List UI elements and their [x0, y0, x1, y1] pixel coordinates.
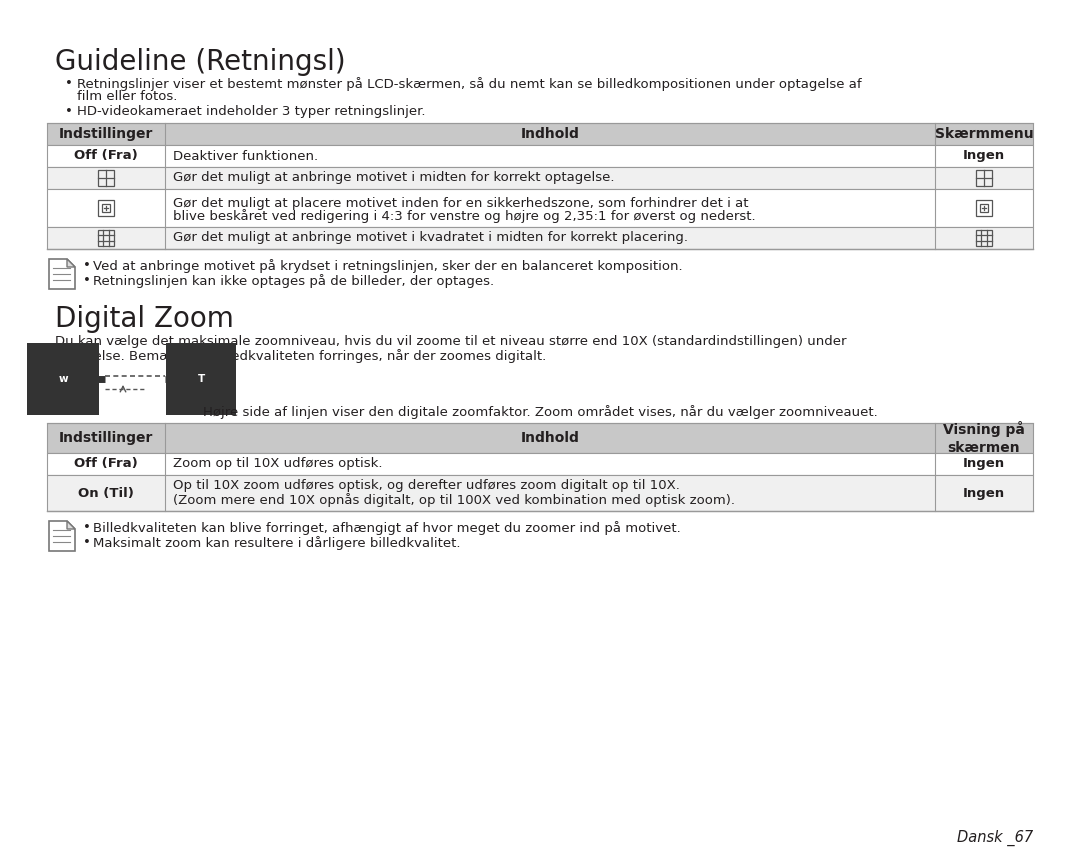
- Text: Op til 10X zoom udføres optisk, og derefter udføres zoom digitalt op til 10X.: Op til 10X zoom udføres optisk, og deref…: [173, 479, 680, 492]
- Text: Du kan vælge det maksimale zoomniveau, hvis du vil zoome til et niveau større en: Du kan vælge det maksimale zoomniveau, h…: [55, 335, 847, 348]
- Text: Gør det muligt at anbringe motivet i kvadratet i midten for korrekt placering.: Gør det muligt at anbringe motivet i kva…: [173, 232, 688, 245]
- Bar: [48, 423, 1032, 453]
- Text: Dansk _67: Dansk _67: [957, 830, 1032, 846]
- Bar: [48, 227, 1032, 249]
- Text: T: T: [198, 374, 204, 384]
- Bar: [976, 200, 993, 216]
- Text: Zoom op til 10X udføres optisk.: Zoom op til 10X udføres optisk.: [173, 457, 382, 470]
- Text: Gør det muligt at placere motivet inden for en sikkerhedszone, som forhindrer de: Gør det muligt at placere motivet inden …: [173, 196, 748, 209]
- Bar: [48, 475, 1032, 511]
- Text: Deaktiver funktionen.: Deaktiver funktionen.: [173, 149, 319, 162]
- Text: Indhold: Indhold: [521, 127, 580, 141]
- Text: Skærmmenu: Skærmmenu: [934, 127, 1034, 141]
- Text: Ingen: Ingen: [963, 457, 1005, 470]
- Text: film eller fotos.: film eller fotos.: [77, 90, 177, 103]
- Text: blive beskåret ved redigering i 4:3 for venstre og højre og 2,35:1 for øverst og: blive beskåret ved redigering i 4:3 for …: [173, 209, 756, 223]
- Text: w: w: [58, 374, 68, 384]
- Bar: [98, 170, 114, 186]
- Text: Indstillinger: Indstillinger: [58, 431, 153, 445]
- Text: Digital Zoom: Digital Zoom: [55, 305, 234, 333]
- Text: HD-videokameraet indeholder 3 typer retningslinjer.: HD-videokameraet indeholder 3 typer retn…: [77, 105, 426, 118]
- Text: optagelse. Bemærk, at billedkvaliteten forringes, når der zoomes digitalt.: optagelse. Bemærk, at billedkvaliteten f…: [55, 349, 546, 363]
- Text: Højre side af linjen viser den digitale zoomfaktor. Zoom området vises, når du v: Højre side af linjen viser den digitale …: [203, 405, 877, 419]
- Bar: [980, 204, 988, 212]
- Text: Ingen: Ingen: [963, 149, 1005, 162]
- Polygon shape: [67, 259, 75, 267]
- Bar: [48, 145, 1032, 167]
- Bar: [48, 189, 1032, 227]
- Text: •: •: [65, 77, 72, 90]
- Text: Maksimalt zoom kan resultere i dårligere billedkvalitet.: Maksimalt zoom kan resultere i dårligere…: [93, 536, 460, 550]
- Text: Indhold: Indhold: [521, 431, 580, 445]
- Text: •: •: [83, 521, 91, 534]
- Polygon shape: [67, 521, 75, 529]
- Text: Indstillinger: Indstillinger: [58, 127, 153, 141]
- Text: Retningslinjer viser et bestemt mønster på LCD-skærmen, så du nemt kan se billed: Retningslinjer viser et bestemt mønster …: [77, 77, 862, 91]
- Text: (Zoom mere end 10X opnås digitalt, op til 100X ved kombination med optisk zoom).: (Zoom mere end 10X opnås digitalt, op ti…: [173, 493, 735, 507]
- Bar: [98, 200, 114, 216]
- Polygon shape: [49, 521, 75, 551]
- Text: •: •: [65, 105, 72, 118]
- Text: •: •: [83, 259, 91, 272]
- Text: Retningslinjen kan ikke optages på de billeder, der optages.: Retningslinjen kan ikke optages på de bi…: [93, 274, 495, 288]
- Bar: [48, 123, 1032, 145]
- Bar: [98, 230, 114, 246]
- Text: •: •: [83, 274, 91, 287]
- Text: Ved at anbringe motivet på krydset i retningslinjen, sker der en balanceret komp: Ved at anbringe motivet på krydset i ret…: [93, 259, 683, 273]
- Bar: [48, 167, 1032, 189]
- Bar: [976, 230, 993, 246]
- Bar: [48, 453, 1032, 475]
- Text: Guideline (Retningsl): Guideline (Retningsl): [55, 48, 346, 76]
- Text: On (Til): On (Til): [78, 486, 134, 499]
- Text: Gør det muligt at anbringe motivet i midten for korrekt optagelse.: Gør det muligt at anbringe motivet i mid…: [173, 172, 615, 185]
- Text: •: •: [83, 536, 91, 549]
- Bar: [102, 204, 110, 212]
- Text: Off (Fra): Off (Fra): [75, 149, 138, 162]
- Text: Off (Fra): Off (Fra): [75, 457, 138, 470]
- Text: Billedkvaliteten kan blive forringet, afhængigt af hvor meget du zoomer ind på m: Billedkvaliteten kan blive forringet, af…: [93, 521, 680, 535]
- Text: Visning på
skærmen: Visning på skærmen: [943, 421, 1025, 455]
- Bar: [976, 170, 993, 186]
- Polygon shape: [49, 259, 75, 289]
- Text: Ingen: Ingen: [963, 486, 1005, 499]
